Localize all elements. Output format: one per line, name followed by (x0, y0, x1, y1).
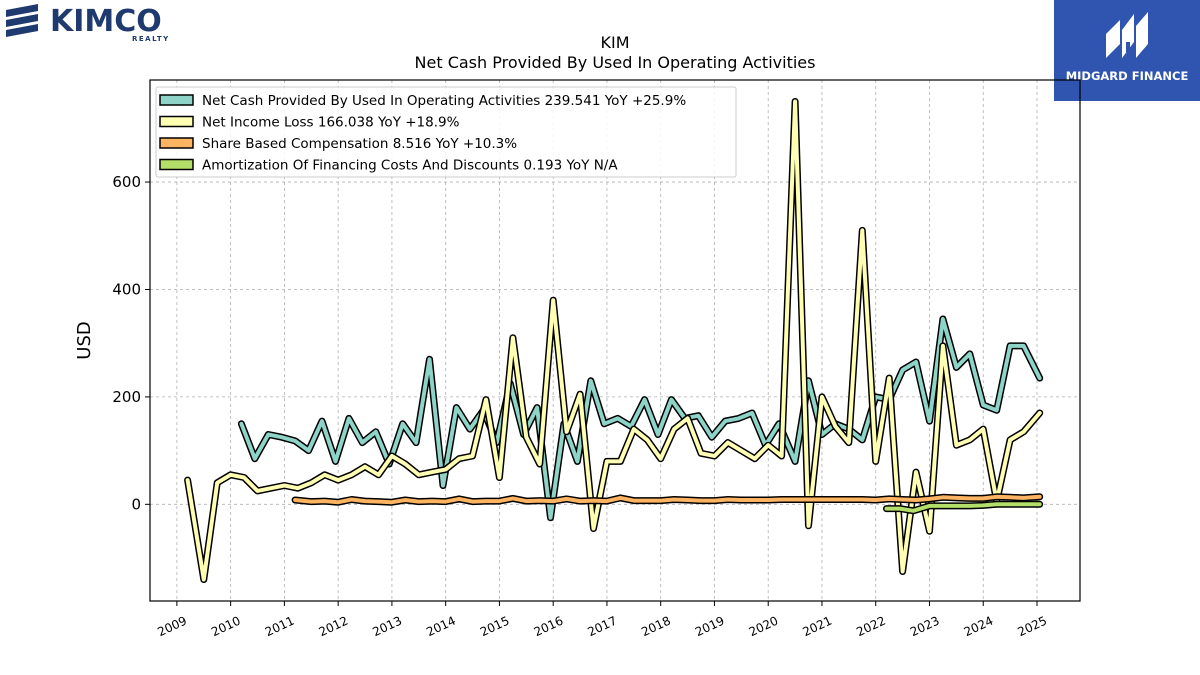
series-line (239, 317, 1042, 520)
legend-box (155, 86, 737, 178)
x-tick-label: 2025 (1016, 614, 1050, 640)
y-tick-label: 400 (112, 280, 141, 298)
x-tick-label: 2010 (209, 614, 243, 640)
x-tick-label: 2016 (532, 614, 566, 640)
x-tick-label: 2014 (424, 614, 458, 640)
kimco-logo-text: KIMCO (50, 4, 162, 39)
y-tick-label: 600 (112, 173, 141, 191)
x-tick-label: 2019 (693, 614, 727, 640)
series-share-based-compensation (291, 493, 1044, 506)
x-tick-label: 2023 (908, 614, 942, 640)
x-tick-label: 2022 (854, 614, 888, 640)
legend-swatch (159, 158, 194, 171)
x-tick-label: 2012 (317, 614, 351, 640)
y-tick-label: 0 (131, 495, 141, 513)
legend-label: Net Income Loss 166.038 YoY +18.9% (202, 115, 460, 131)
series-operating-cash-flow (237, 315, 1044, 522)
legend-swatch (159, 137, 194, 149)
kimco-logo-subtext: REALTY (132, 35, 170, 43)
chart-subtitle: Net Cash Provided By Used In Operating A… (415, 53, 816, 72)
x-tick-label: 2011 (263, 614, 297, 640)
series-line (293, 494, 1042, 505)
legend-swatch (159, 115, 194, 128)
legend-swatch (159, 94, 194, 106)
chart-title: KIM (600, 33, 629, 52)
y-tick-label: 200 (112, 388, 141, 406)
legend: Net Cash Provided By Used In Operating A… (155, 86, 737, 178)
x-tick-label: 2015 (478, 614, 512, 640)
legend-label: Amortization Of Financing Costs And Disc… (202, 158, 618, 174)
kimco-logo: KIMCO REALTY (4, 2, 194, 44)
series-layer (184, 98, 1044, 583)
series-line (185, 99, 1042, 582)
kimco-logo-graphic: KIMCO REALTY (6, 4, 170, 43)
plot-frame (149, 79, 1081, 602)
series-amortization-financing-costs (883, 500, 1044, 515)
series-net-income (184, 98, 1044, 583)
x-tick-label: 2009 (155, 614, 189, 640)
midgard-logo-text: MIDGARD FINANCE (1066, 69, 1189, 83)
series-line (884, 502, 1042, 513)
x-tick-label: 2021 (800, 614, 834, 640)
midgard-finance-logo: MIDGARD FINANCE (1054, 0, 1200, 101)
x-tick-label: 2017 (585, 614, 619, 640)
legend-label: Net Cash Provided By Used In Operating A… (202, 93, 686, 109)
x-tick-label: 2018 (639, 614, 673, 640)
y-axis-label: USD (74, 321, 95, 359)
x-tick-label: 2013 (370, 614, 404, 640)
legend-label: Share Based Compensation 8.516 YoY +10.3… (202, 136, 517, 152)
x-tick-label: 2020 (747, 614, 781, 640)
midgard-logo-graphic: MIDGARD FINANCE (1066, 12, 1189, 83)
x-tick-label: 2024 (962, 614, 996, 640)
